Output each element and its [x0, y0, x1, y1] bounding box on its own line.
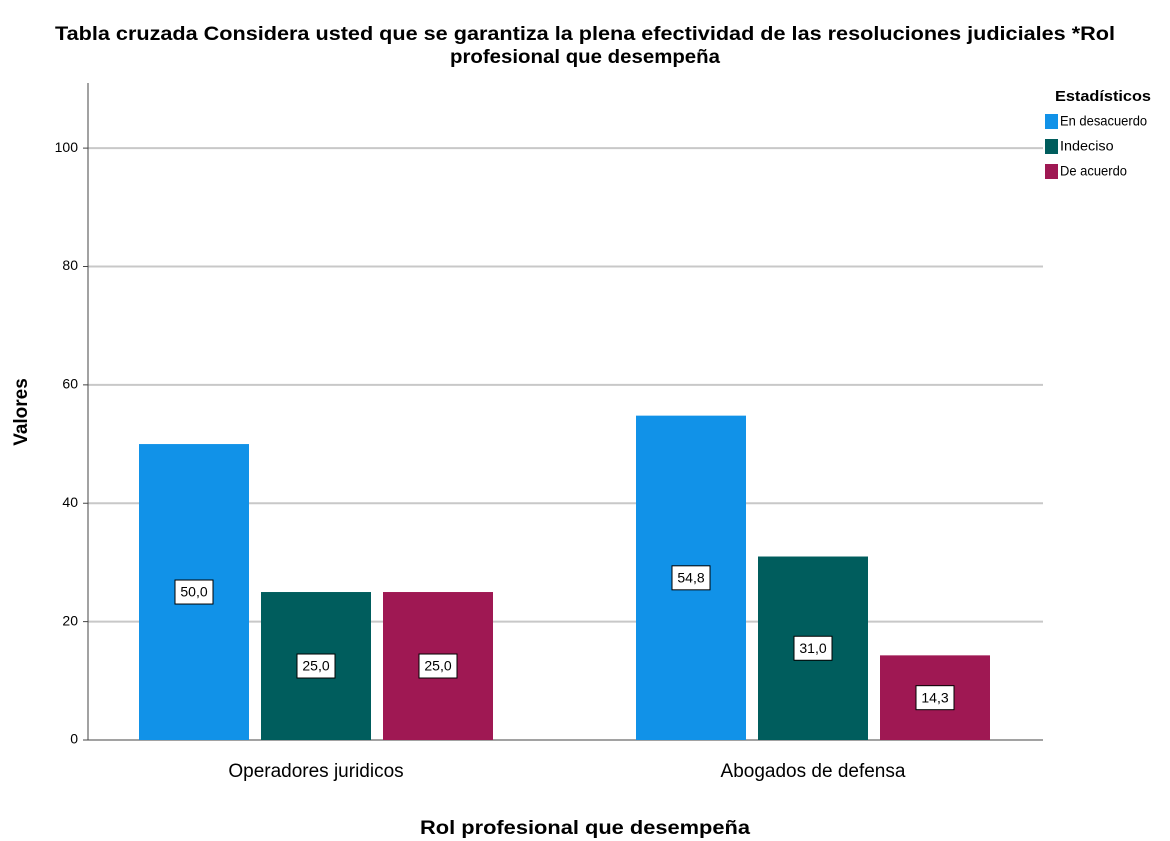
y-tick-label: 40	[62, 494, 78, 510]
data-label-box	[915, 685, 955, 711]
data-label-box	[418, 653, 458, 679]
data-label: 50,0	[180, 584, 207, 600]
y-tick-label: 60	[62, 376, 78, 392]
x-tick-label: Abogados de defensa	[721, 761, 906, 782]
y-axis-label: Valores	[11, 378, 32, 446]
y-tick-label: 80	[62, 257, 78, 273]
legend-label: En desacuerdo	[1060, 113, 1147, 129]
x-tick-label: Operadores juridicos	[228, 761, 403, 782]
y-tick-label: 100	[55, 139, 79, 155]
chart-title: profesional que desempeña	[450, 47, 720, 68]
chart-title: Tabla cruzada Considera usted que se gar…	[55, 24, 1115, 45]
x-axis-label: Rol profesional que desempeña	[420, 818, 750, 839]
y-tick-label: 20	[62, 612, 78, 628]
data-label-box	[174, 579, 214, 605]
data-label: 54,8	[677, 570, 704, 586]
legend-swatch	[1045, 139, 1058, 154]
data-label: 25,0	[424, 658, 451, 674]
data-label: 31,0	[799, 640, 826, 656]
y-tick-label: 0	[70, 731, 78, 747]
data-label-box	[296, 653, 336, 679]
legend-label: De acuerdo	[1060, 163, 1127, 179]
legend-swatch	[1045, 164, 1058, 179]
legend-label: Indeciso	[1060, 138, 1114, 154]
data-label: 14,3	[921, 689, 948, 705]
data-label-box	[793, 635, 833, 661]
data-label-box	[671, 565, 711, 591]
legend-swatch	[1045, 114, 1058, 129]
data-label: 25,0	[302, 658, 329, 674]
legend-title: Estadísticos	[1055, 88, 1151, 105]
